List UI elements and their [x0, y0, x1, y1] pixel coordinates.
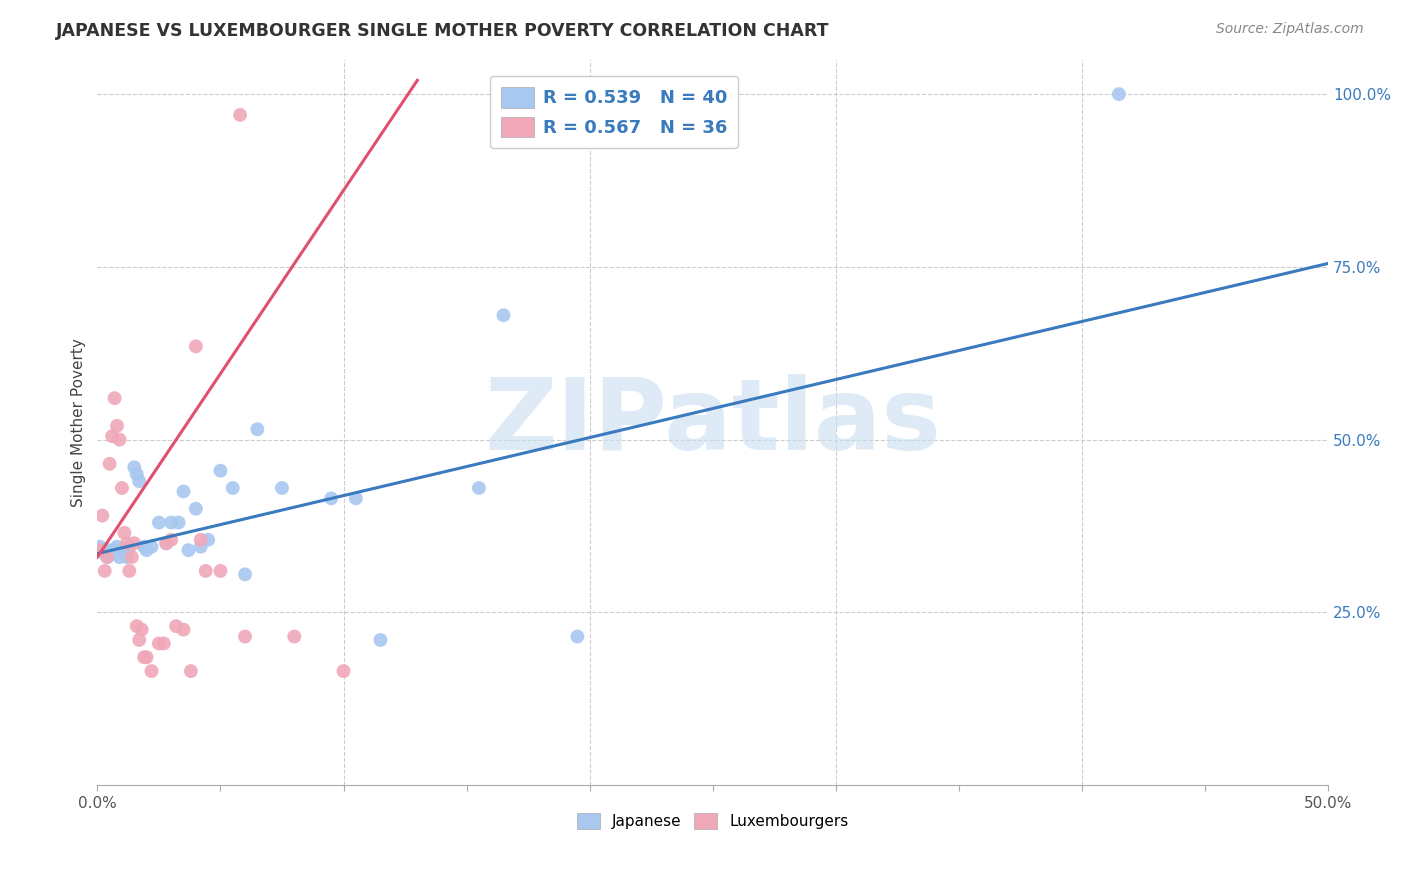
Luxembourgers	[184, 339, 207, 353]
Japanese	[115, 550, 138, 565]
Japanese	[271, 481, 294, 495]
Luxembourgers	[108, 433, 131, 447]
Luxembourgers	[131, 623, 153, 637]
Luxembourgers	[283, 630, 305, 644]
Japanese	[89, 540, 111, 554]
Japanese	[112, 547, 135, 561]
Luxembourgers	[194, 564, 217, 578]
Japanese	[370, 632, 392, 647]
Japanese	[135, 543, 157, 558]
Japanese	[155, 536, 177, 550]
Text: Source: ZipAtlas.com: Source: ZipAtlas.com	[1216, 22, 1364, 37]
Luxembourgers	[112, 525, 135, 540]
Luxembourgers	[103, 391, 125, 405]
Japanese	[128, 474, 150, 488]
Japanese	[111, 543, 134, 558]
Luxembourgers	[155, 536, 177, 550]
Japanese	[197, 533, 219, 547]
Luxembourgers	[91, 508, 114, 523]
Text: ZIPatlas: ZIPatlas	[484, 374, 941, 471]
Japanese	[141, 540, 163, 554]
Japanese	[103, 543, 125, 558]
Luxembourgers	[98, 457, 121, 471]
Luxembourgers	[209, 564, 232, 578]
Luxembourgers	[89, 543, 111, 558]
Japanese	[209, 464, 232, 478]
Japanese	[567, 630, 589, 644]
Luxembourgers	[160, 533, 183, 547]
Luxembourgers	[190, 533, 212, 547]
Japanese	[190, 540, 212, 554]
Luxembourgers	[118, 564, 141, 578]
Japanese	[101, 547, 124, 561]
Luxembourgers	[121, 550, 143, 565]
Japanese	[492, 308, 515, 322]
Luxembourgers	[332, 664, 354, 678]
Luxembourgers	[141, 664, 163, 678]
Y-axis label: Single Mother Poverty: Single Mother Poverty	[72, 338, 86, 507]
Japanese	[246, 422, 269, 436]
Luxembourgers	[148, 636, 170, 650]
Japanese	[167, 516, 190, 530]
Japanese	[184, 501, 207, 516]
Japanese	[160, 516, 183, 530]
Japanese	[344, 491, 367, 506]
Luxembourgers	[165, 619, 187, 633]
Japanese	[233, 567, 256, 582]
Japanese	[321, 491, 343, 506]
Japanese	[91, 543, 114, 558]
Luxembourgers	[124, 536, 146, 550]
Luxembourgers	[96, 550, 118, 565]
Japanese	[105, 540, 128, 554]
Japanese	[222, 481, 245, 495]
Japanese	[134, 540, 156, 554]
Japanese	[98, 543, 121, 558]
Luxembourgers	[128, 632, 150, 647]
Luxembourgers	[101, 429, 124, 443]
Japanese	[1108, 87, 1130, 102]
Japanese	[148, 516, 170, 530]
Luxembourgers	[125, 619, 148, 633]
Japanese	[96, 550, 118, 565]
Luxembourgers	[173, 623, 195, 637]
Luxembourgers	[105, 418, 128, 433]
Japanese	[93, 547, 115, 561]
Luxembourgers	[115, 536, 138, 550]
Japanese	[177, 543, 200, 558]
Luxembourgers	[111, 481, 134, 495]
Luxembourgers	[233, 630, 256, 644]
Luxembourgers	[153, 636, 176, 650]
Text: JAPANESE VS LUXEMBOURGER SINGLE MOTHER POVERTY CORRELATION CHART: JAPANESE VS LUXEMBOURGER SINGLE MOTHER P…	[56, 22, 830, 40]
Japanese	[118, 540, 141, 554]
Luxembourgers	[134, 650, 156, 665]
Luxembourgers	[180, 664, 202, 678]
Japanese	[124, 460, 146, 475]
Japanese	[468, 481, 491, 495]
Japanese	[108, 550, 131, 565]
Legend: Japanese, Luxembourgers: Japanese, Luxembourgers	[571, 807, 855, 836]
Luxembourgers	[93, 564, 115, 578]
Japanese	[173, 484, 195, 499]
Luxembourgers	[229, 108, 252, 122]
Luxembourgers	[135, 650, 157, 665]
Japanese	[125, 467, 148, 482]
